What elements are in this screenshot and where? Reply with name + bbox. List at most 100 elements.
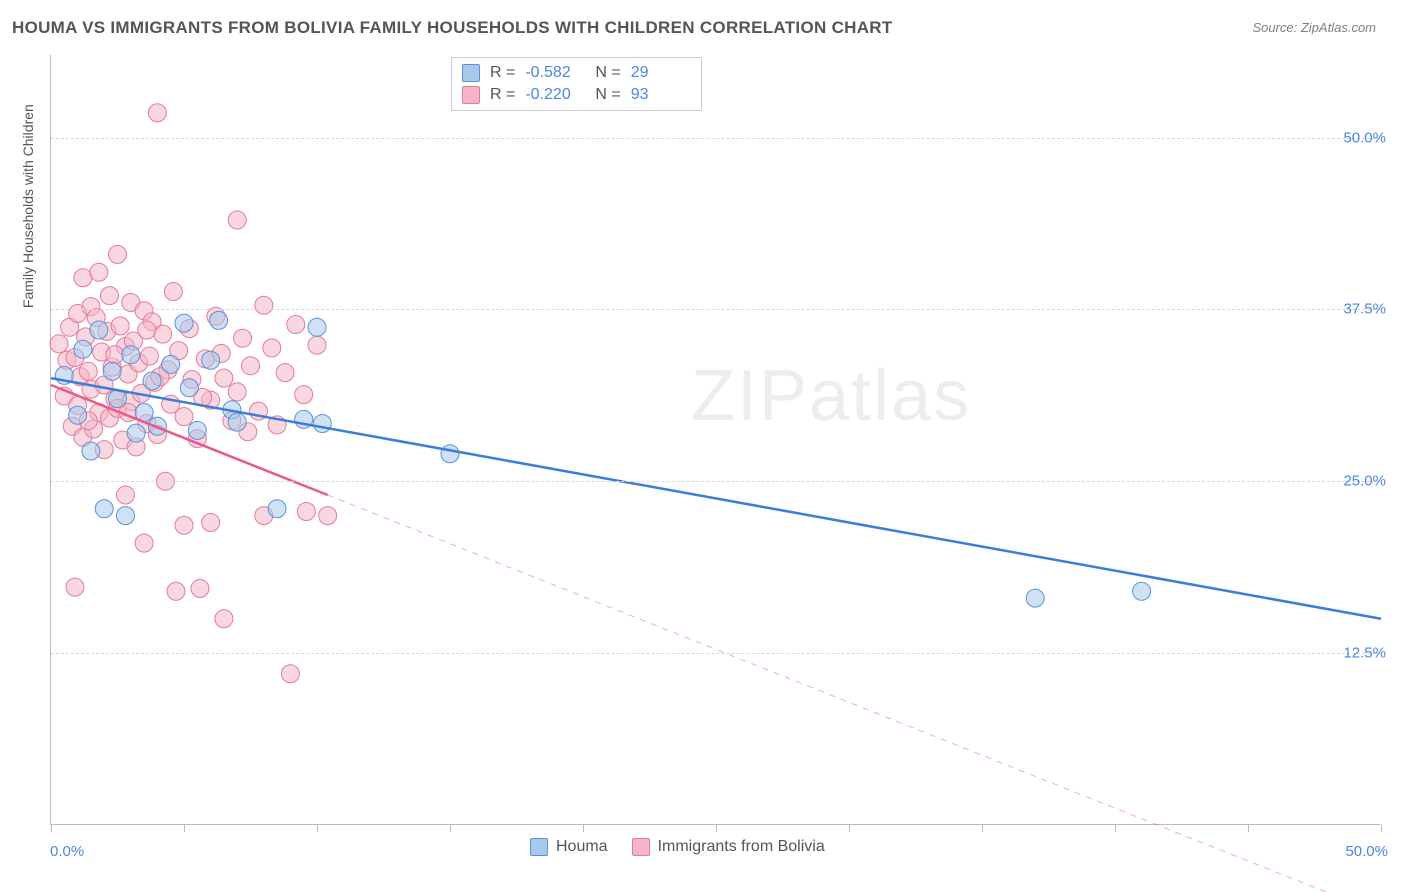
scatter-point-b [319,507,337,525]
grid-line [51,481,1380,482]
scatter-point-b [287,316,305,334]
scatter-point-a [228,413,246,431]
scatter-point-a [441,445,459,463]
scatter-point-a [69,406,87,424]
page-title: HOUMA VS IMMIGRANTS FROM BOLIVIA FAMILY … [12,18,893,38]
x-tick [982,824,983,832]
legend-r-a: -0.582 [525,62,585,84]
scatter-point-a [116,507,134,525]
legend-bottom-b: Immigrants from Bolivia [632,838,825,856]
y-tick-label: 25.0% [1343,473,1386,490]
legend-swatch-a [530,838,548,856]
scatter-point-a [103,362,121,380]
legend-bottom-a: Houma [530,838,608,856]
scatter-point-b [276,364,294,382]
x-tick [1248,824,1249,832]
scatter-point-a [82,442,100,460]
scatter-point-b [164,283,182,301]
scatter-point-a [1026,589,1044,607]
chart-area: ZIPatlas R = -0.582 N = 29 R = -0.220 N … [50,55,1380,825]
legend-swatch-b [632,838,650,856]
x-tick [51,824,52,832]
grid-line [51,653,1380,654]
scatter-point-b [167,582,185,600]
x-tick [1115,824,1116,832]
scatter-point-b [234,329,252,347]
legend-swatch-b [462,86,480,104]
scatter-point-b [66,578,84,596]
scatter-point-b [106,346,124,364]
y-axis-title: Family Households with Children [20,104,36,308]
scatter-point-a [202,351,220,369]
x-tick [1381,824,1382,832]
scatter-point-a [268,500,286,518]
scatter-point-b [228,211,246,229]
legend-r-label: R = [490,62,515,84]
scatter-point-a [313,415,331,433]
x-tick-label: 0.0% [50,843,84,860]
y-tick-label: 50.0% [1343,129,1386,146]
trend-line-b [51,385,328,495]
scatter-point-b [50,335,68,353]
scatter-point-b [109,245,127,263]
scatter-point-a [90,321,108,339]
scatter-point-a [1133,582,1151,600]
scatter-point-a [180,379,198,397]
x-tick [583,824,584,832]
scatter-point-b [90,263,108,281]
legend-top-row-a: R = -0.582 N = 29 [462,62,691,84]
scatter-point-b [175,516,193,534]
scatter-point-b [74,269,92,287]
scatter-point-b [111,317,129,335]
scatter-point-b [140,347,158,365]
legend-n-a: 29 [631,62,691,84]
trend-line-b-dashed [328,495,1381,892]
scatter-point-a [162,355,180,373]
x-tick [450,824,451,832]
legend-bottom: Houma Immigrants from Bolivia [530,838,825,856]
legend-label-a: Houma [556,838,608,856]
scatter-point-b [215,610,233,628]
scatter-point-a [95,500,113,518]
legend-n-b: 93 [631,84,691,106]
scatter-point-b [116,486,134,504]
scatter-point-a [122,346,140,364]
legend-label-b: Immigrants from Bolivia [658,838,825,856]
legend-swatch-a [462,64,480,82]
scatter-point-b [308,336,326,354]
scatter-point-b [297,503,315,521]
x-tick [716,824,717,832]
legend-top-row-b: R = -0.220 N = 93 [462,84,691,106]
scatter-point-b [79,362,97,380]
scatter-point-b [228,383,246,401]
legend-n-label: N = [595,62,620,84]
scatter-point-b [263,339,281,357]
scatter-point-a [175,314,193,332]
y-tick-label: 12.5% [1343,645,1386,662]
source-label: Source: ZipAtlas.com [1252,20,1376,35]
legend-top: R = -0.582 N = 29 R = -0.220 N = 93 [451,57,702,111]
scatter-point-a [308,318,326,336]
trend-line-a [51,378,1381,619]
scatter-point-b [135,534,153,552]
scatter-point-b [191,580,209,598]
scatter-point-b [138,321,156,339]
scatter-point-b [242,357,260,375]
y-tick-label: 37.5% [1343,301,1386,318]
scatter-point-b [101,287,119,305]
scatter-point-b [255,296,273,314]
legend-r-label: R = [490,84,515,106]
scatter-point-b [148,104,166,122]
legend-n-label: N = [595,84,620,106]
legend-r-b: -0.220 [525,84,585,106]
scatter-point-b [175,408,193,426]
x-tick-label: 50.0% [1345,843,1388,860]
scatter-point-a [127,424,145,442]
scatter-point-a [210,311,228,329]
grid-line [51,138,1380,139]
scatter-point-b [281,665,299,683]
scatter-point-b [154,325,172,343]
grid-line [51,309,1380,310]
scatter-point-a [188,421,206,439]
plot-svg [51,55,1380,824]
